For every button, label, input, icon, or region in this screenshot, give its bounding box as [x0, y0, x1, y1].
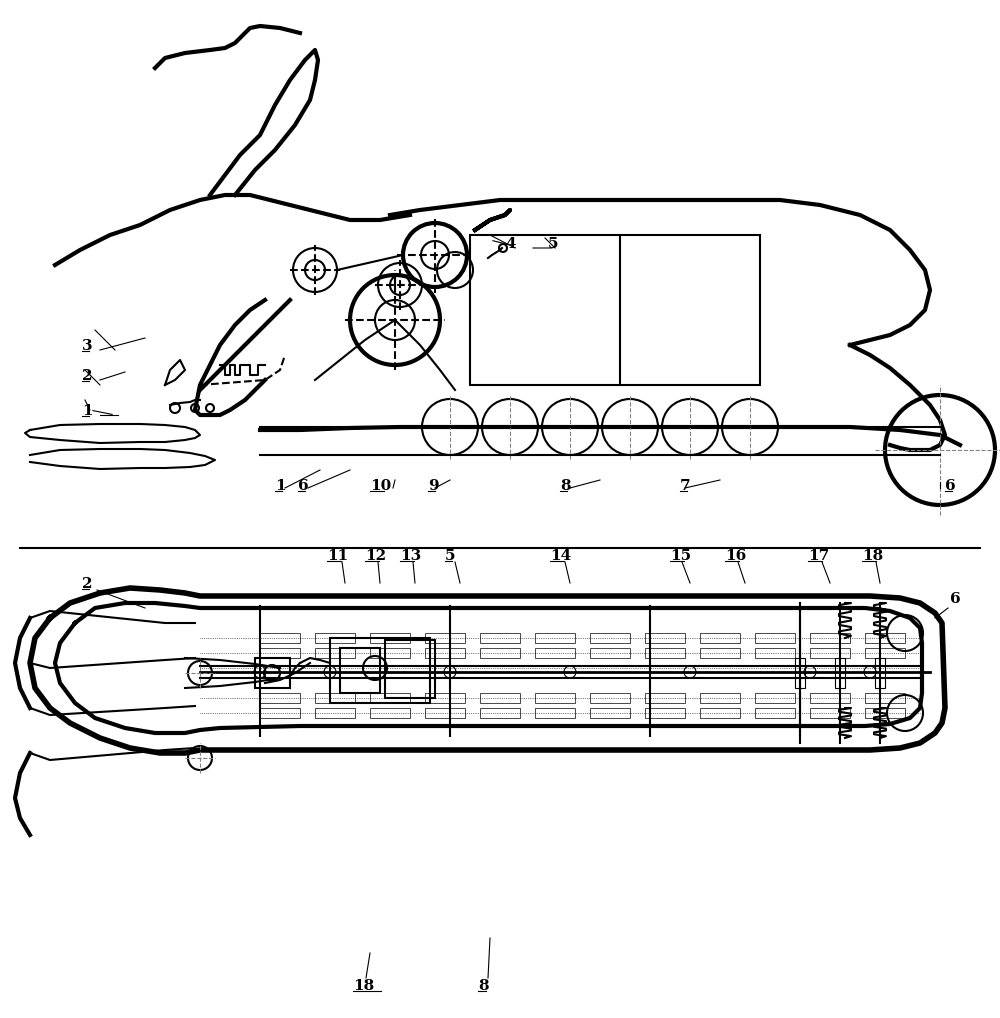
Bar [875, 658, 885, 688]
Text: 16: 16 [725, 549, 746, 563]
Bar [480, 693, 520, 703]
Bar [260, 693, 300, 703]
Bar [755, 633, 795, 643]
Bar [700, 693, 740, 703]
Bar [865, 648, 905, 658]
Text: 5: 5 [548, 237, 558, 251]
Bar [535, 648, 575, 658]
Bar [535, 633, 575, 643]
Text: 2: 2 [82, 369, 92, 383]
Text: 15: 15 [670, 549, 691, 563]
Text: 11: 11 [327, 549, 348, 563]
Text: 6: 6 [950, 592, 961, 606]
Bar [590, 708, 630, 718]
Text: 2: 2 [82, 577, 92, 591]
Bar [370, 633, 410, 643]
Bar [425, 648, 465, 658]
Text: 8: 8 [478, 979, 489, 993]
Bar [315, 633, 355, 643]
Text: 10: 10 [370, 479, 391, 493]
Bar [260, 708, 300, 718]
Bar [755, 693, 795, 703]
Bar [645, 693, 685, 703]
Bar [330, 638, 430, 703]
Bar [425, 633, 465, 643]
Bar [470, 235, 760, 385]
Bar [425, 693, 465, 703]
Bar [480, 648, 520, 658]
Bar [535, 693, 575, 703]
Bar [480, 633, 520, 643]
Text: 8: 8 [560, 479, 571, 493]
Text: 18: 18 [862, 549, 883, 563]
Text: 6: 6 [298, 479, 309, 493]
Bar [700, 648, 740, 658]
Bar [865, 693, 905, 703]
Bar [260, 633, 300, 643]
Text: 4: 4 [505, 237, 516, 251]
Bar [590, 648, 630, 658]
Bar [865, 633, 905, 643]
Text: 3: 3 [82, 339, 93, 353]
Bar [425, 708, 465, 718]
Bar [255, 658, 290, 688]
Text: 18: 18 [353, 979, 374, 993]
Text: 9: 9 [428, 479, 439, 493]
Bar [810, 648, 850, 658]
Bar [590, 633, 630, 643]
Bar [645, 648, 685, 658]
Bar [810, 708, 850, 718]
Text: 14: 14 [550, 549, 571, 563]
Bar [590, 693, 630, 703]
Text: 7: 7 [680, 479, 691, 493]
Bar [370, 708, 410, 718]
Bar [535, 708, 575, 718]
Bar [795, 658, 805, 688]
Bar [755, 708, 795, 718]
Text: 1: 1 [275, 479, 286, 493]
Bar [315, 708, 355, 718]
Text: 5: 5 [445, 549, 456, 563]
Bar [755, 648, 795, 658]
Text: 6: 6 [945, 479, 956, 493]
Bar [810, 633, 850, 643]
Text: 12: 12 [365, 549, 386, 563]
Text: 13: 13 [400, 549, 421, 563]
Text: 17: 17 [808, 549, 829, 563]
Bar [480, 708, 520, 718]
Bar [865, 708, 905, 718]
Bar [260, 648, 300, 658]
Bar [315, 693, 355, 703]
Bar [340, 648, 380, 693]
Bar [700, 633, 740, 643]
Bar [385, 640, 435, 698]
Bar [645, 633, 685, 643]
Text: 1: 1 [82, 404, 93, 418]
Bar [370, 648, 410, 658]
Bar [315, 648, 355, 658]
Bar [370, 693, 410, 703]
Bar [645, 708, 685, 718]
Bar [835, 658, 845, 688]
Bar [700, 708, 740, 718]
Bar [810, 693, 850, 703]
